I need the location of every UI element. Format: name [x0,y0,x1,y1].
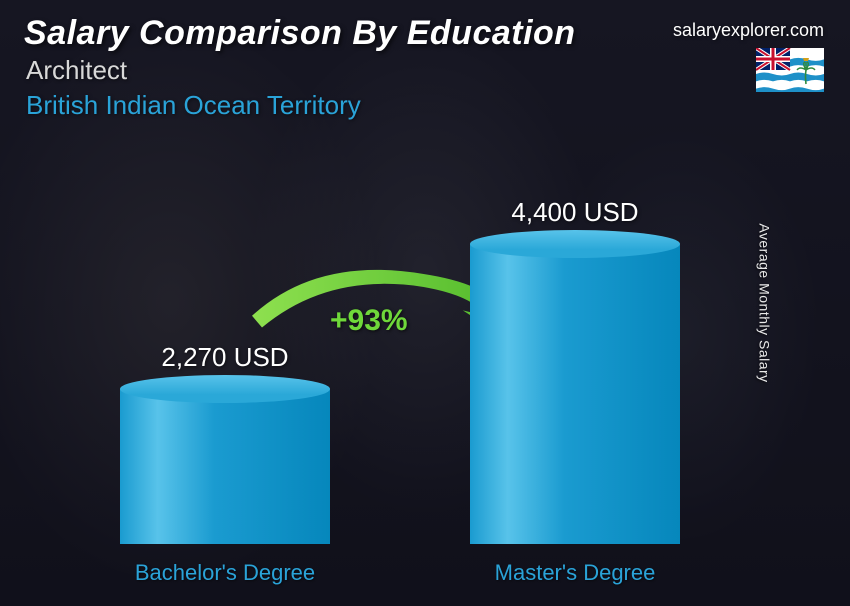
bar-value-label: 2,270 USD [161,342,288,373]
bar-value-label: 4,400 USD [511,197,638,228]
source-label: salaryexplorer.com [673,20,824,41]
bar-category-label: Bachelor's Degree [135,560,315,586]
bar-1: 4,400 USDMaster's Degree [470,244,680,544]
increase-percent-badge: +93% [330,304,408,338]
bar-0: 2,270 USDBachelor's Degree [120,389,330,544]
bar-category-label: Master's Degree [495,560,656,586]
subtitle-role: Architect [26,55,826,86]
chart-area: +93% 2,270 USDBachelor's Degree4,400 USD… [0,156,810,586]
subtitle-region: British Indian Ocean Territory [26,90,826,121]
flag-icon [756,48,824,92]
